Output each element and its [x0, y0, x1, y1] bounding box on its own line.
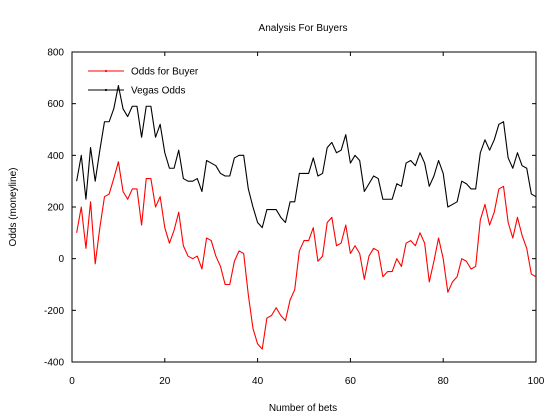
y-tick-label: 200	[47, 203, 64, 214]
series-line-vegas-odds	[76, 85, 537, 229]
x-tick-label: 100	[528, 376, 545, 387]
x-tick-label: 60	[345, 376, 357, 387]
legend-label: Vegas Odds	[131, 86, 185, 97]
x-tick-label: 0	[69, 376, 75, 387]
legend: Odds for Buyer Vegas Odds	[88, 67, 199, 97]
legend-marker	[104, 69, 108, 73]
x-tick-label: 80	[438, 376, 450, 387]
y-tick-label: 600	[47, 99, 64, 110]
y-tick-label: 800	[47, 48, 64, 59]
y-tick-label: 0	[58, 254, 64, 265]
x-axis-title: Number of bets	[269, 403, 337, 414]
plot-area	[71, 51, 537, 363]
y-tick-label: -200	[44, 306, 64, 317]
y-axis-title: Odds (moneyline)	[8, 168, 19, 247]
legend-label: Odds for Buyer	[131, 67, 199, 78]
y-tick-label: 400	[47, 151, 64, 162]
chart-title: Analysis For Buyers	[259, 23, 348, 34]
x-tick-label: 40	[252, 376, 264, 387]
y-tick-label: -400	[44, 358, 64, 369]
legend-marker	[104, 88, 108, 92]
x-tick-label: 20	[159, 376, 171, 387]
series-line-odds-for-buyer	[76, 161, 537, 350]
